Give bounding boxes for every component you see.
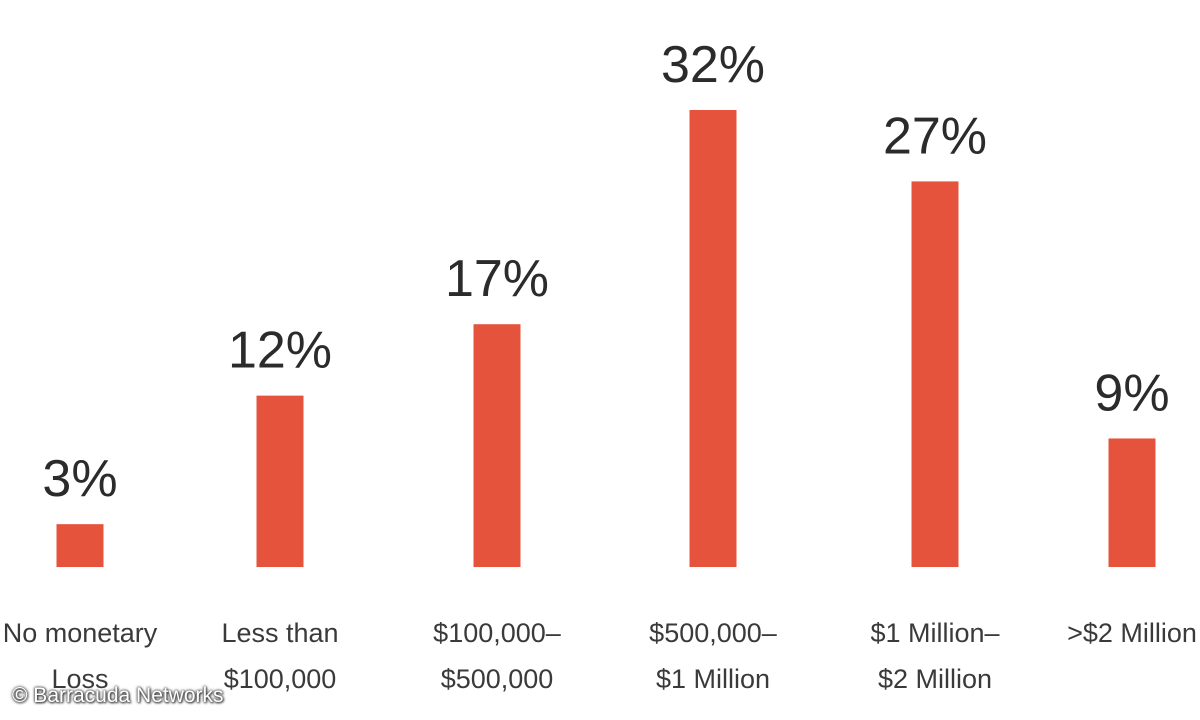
bar-value-label: 9% [1094,364,1169,422]
bar [689,110,737,567]
bar-value-label: 3% [42,450,117,508]
bar-value-label: 27% [883,107,987,165]
bar [256,395,304,567]
category-label: $1 Million– $2 Million [870,618,999,694]
category-labels-group: No monetary Loss Less than $100,000 $100,000… [3,618,1197,694]
category-label: $100,000– $500,000 [433,618,561,694]
category-label: No monetary Loss [3,618,158,694]
bar-value-label: 32% [661,36,765,94]
bar [473,324,521,567]
copyright-credit: © Barracuda Networks [12,684,224,707]
bar-value-label: 17% [445,250,549,308]
category-label: $500,000– $1 Million [649,618,777,694]
bar-value-label: 12% [228,322,332,380]
bar [56,524,104,567]
bars-group [56,110,1156,567]
category-label: Less than $100,000 [221,618,338,694]
category-label: >$2 Million [1067,618,1197,648]
bar [911,181,959,567]
bar [1108,438,1156,567]
value-labels-group: 3% 12% 17% 32% 27% 9% [42,36,1169,508]
